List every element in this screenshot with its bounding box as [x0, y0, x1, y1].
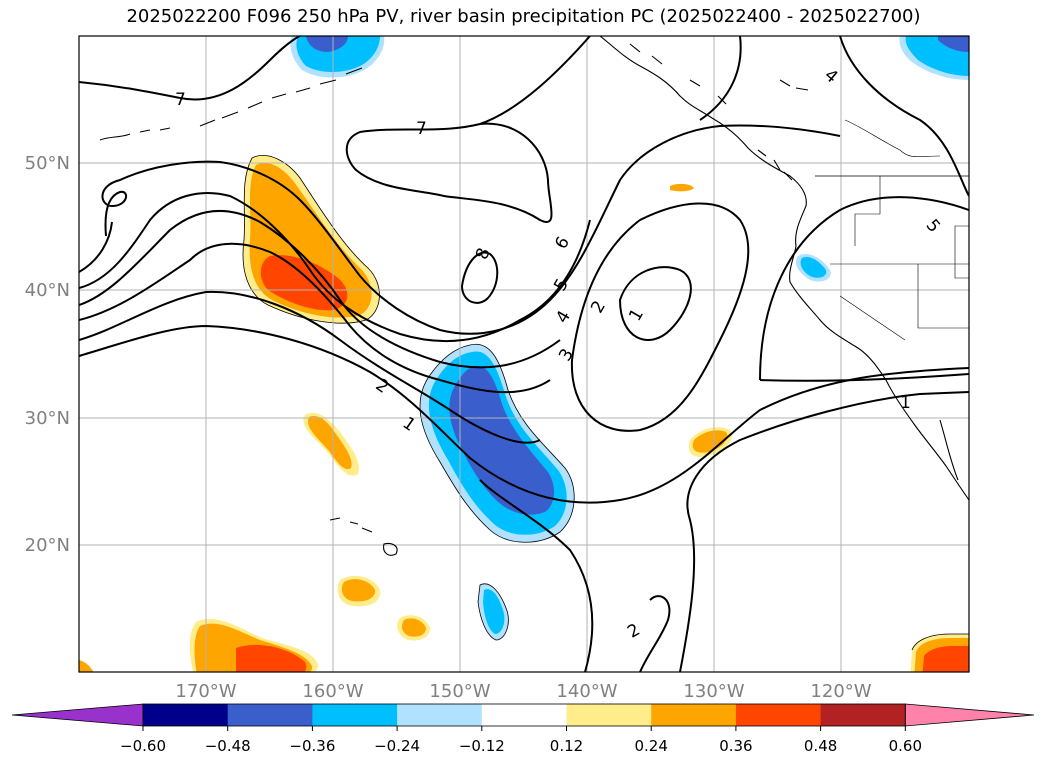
lat-tick-label: 20°N: [25, 535, 70, 556]
colorbar-tick-label: 0.12: [550, 737, 583, 755]
contour-label: 7: [175, 90, 186, 110]
colorbar-swatch: [566, 704, 652, 726]
lon-tick-label: 130°W: [683, 681, 744, 702]
lon-tick-label: 150°W: [429, 681, 490, 702]
colorbar-tick-label: −0.60: [120, 737, 166, 755]
colorbar-swatch: [481, 704, 567, 726]
map-background: [79, 36, 969, 672]
colorbar-swatch: [312, 704, 398, 726]
colorbar-tick-label: −0.36: [289, 737, 335, 755]
longitude-labels: 170°W 160°W 150°W 140°W 130°W 120°W: [175, 681, 871, 702]
lon-tick-label: 160°W: [302, 681, 363, 702]
colorbar-extend-left: [11, 703, 144, 727]
lat-tick-label: 40°N: [25, 280, 70, 301]
colorbar-swatch: [820, 704, 906, 726]
contour-label: 1: [900, 393, 911, 413]
negative-shading: [290, 36, 969, 640]
colorbar-swatch: [651, 704, 737, 726]
colorbar-swatch: [143, 704, 229, 726]
colorbar-labels: −0.60 −0.48 −0.36 −0.24 −0.12 0.12 0.24 0.36 0.4…: [120, 726, 922, 755]
colorbar-tick-label: −0.24: [374, 737, 420, 755]
lat-tick-label: 50°N: [25, 153, 70, 174]
gridlines: [79, 36, 969, 672]
map-title: 2025022200 F096 250 hPa PV, river basin …: [126, 6, 921, 27]
colorbar-tick-label: 0.36: [719, 737, 752, 755]
pv-contours: [79, 36, 969, 672]
positive-shading: [79, 155, 969, 672]
lon-tick-label: 120°W: [810, 681, 871, 702]
colorbar: [11, 703, 1035, 727]
lat-tick-label: 30°N: [25, 408, 70, 429]
colorbar-tick-label: 0.48: [804, 737, 837, 755]
colorbar-tick-label: −0.48: [205, 737, 251, 755]
colorbar-tick-label: 0.24: [634, 737, 667, 755]
colorbar-swatch: [397, 704, 483, 726]
colorbar-swatch: [227, 704, 313, 726]
latitude-labels: 50°N 40°N 30°N 20°N: [25, 153, 70, 556]
lon-tick-label: 170°W: [175, 681, 236, 702]
map-frame: [78, 35, 970, 673]
colorbar-tick-label: 0.60: [889, 737, 922, 755]
colorbar-swatch: [735, 704, 822, 726]
coastlines: [99, 36, 969, 556]
colorbar-tick-label: −0.12: [459, 737, 505, 755]
colorbar-extend-right: [904, 703, 1035, 727]
contour-label: 7: [416, 119, 427, 139]
colorbar-frame: [142, 703, 906, 727]
lon-tick-label: 140°W: [556, 681, 617, 702]
